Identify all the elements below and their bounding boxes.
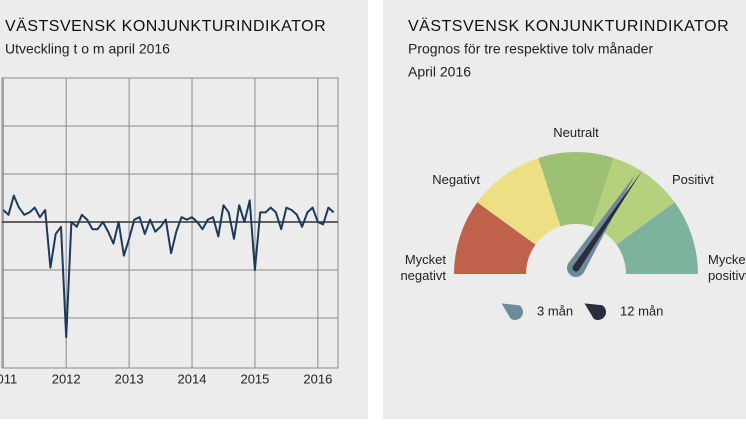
needle bbox=[572, 170, 643, 272]
category-label: Neutralt bbox=[553, 125, 599, 140]
data-line bbox=[2, 194, 335, 339]
category-label: Mycket negativt bbox=[400, 252, 446, 283]
plot-frame bbox=[1, 77, 339, 369]
chart-title: VÄSTSVENSK KONJUNKTURINDIKATOR bbox=[408, 17, 729, 35]
category-label: Negativt bbox=[432, 172, 480, 187]
legend-label: 12 mån bbox=[620, 303, 663, 318]
gauge-segment bbox=[477, 157, 561, 245]
gauge-segment bbox=[454, 202, 536, 274]
chart-title: VÄSTSVENSK KONJUNKTURINDIKATOR bbox=[5, 17, 326, 35]
gauge-segment bbox=[538, 152, 614, 227]
x-tick-label: 2012 bbox=[52, 371, 81, 386]
x-tick-label: 2013 bbox=[115, 371, 144, 386]
x-tick-label: 2011 bbox=[0, 371, 17, 386]
x-tick-label: 2014 bbox=[178, 371, 207, 386]
legend-label: 3 mån bbox=[537, 303, 573, 318]
gauge-segment bbox=[616, 202, 698, 274]
chart-subtitle: Utveckling t o m april 2016 bbox=[5, 41, 170, 57]
left-panel bbox=[0, 0, 368, 419]
legend-swatch bbox=[501, 303, 523, 321]
x-tick-label: 2016 bbox=[303, 371, 332, 386]
chart-subtitle: April 2016 bbox=[408, 64, 471, 80]
legend-swatch bbox=[584, 303, 606, 321]
category-label: Mycket positivt bbox=[708, 252, 746, 283]
x-tick-label: 2015 bbox=[240, 371, 269, 386]
category-label: Positivt bbox=[672, 172, 714, 187]
chart-subtitle: Prognos för tre respektive tolv månader bbox=[408, 41, 653, 57]
gauge-segment bbox=[591, 157, 675, 245]
